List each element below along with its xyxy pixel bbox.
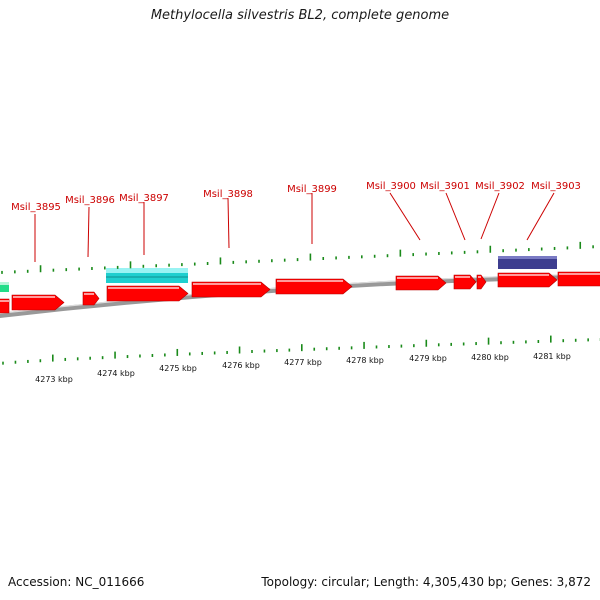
gene-label-msil-3901: Msil_3901 — [420, 181, 470, 192]
cds-arrow-1 — [0, 298, 10, 314]
accession-label: Accession: NC_011666 — [8, 575, 145, 589]
gene-label-msil-3899: Msil_3899 — [287, 184, 337, 195]
gene-label-msil-3900: Msil_3900 — [366, 181, 416, 192]
scale-label-4274: 4274 kbp — [97, 369, 135, 378]
gene-label-msil-3896: Msil_3896 — [65, 195, 115, 206]
cds-arrow-8 — [453, 274, 477, 290]
scale-tick-row — [2, 335, 600, 365]
gene-label-msil-3898: Msil_3898 — [203, 189, 253, 200]
scale-label-group: 4273 kbp 4274 kbp 4275 kbp 4276 kbp 4277… — [35, 352, 571, 384]
scale-label-4277: 4277 kbp — [284, 358, 322, 367]
cds-arrow-9 — [476, 274, 487, 290]
cds-arrow-4 — [106, 285, 189, 302]
upper-tick-row — [1, 241, 594, 274]
scale-label-4281: 4281 kbp — [533, 352, 571, 361]
cds-arrow-2 — [11, 294, 65, 311]
scale-label-4276: 4276 kbp — [222, 361, 260, 370]
gene-label-group: Msil_3895 Msil_3896 Msil_3897 Msil_3898 … — [11, 181, 581, 262]
cds-arrow-5 — [191, 281, 271, 298]
cds-arrow-3 — [82, 291, 100, 306]
genome-summary: Topology: circular; Length: 4,305,430 bp… — [261, 575, 591, 589]
scale-label-4275: 4275 kbp — [159, 364, 197, 373]
genome-title: Methylocella silvestris BL2, complete ge… — [150, 8, 450, 23]
cds-arrow-10 — [497, 272, 558, 288]
rna-feature-cyan — [106, 268, 188, 283]
scale-label-4280: 4280 kbp — [471, 353, 509, 362]
gene-label-msil-3895: Msil_3895 — [11, 202, 61, 213]
cds-arrow-7 — [395, 275, 447, 291]
misc-feature — [498, 256, 557, 269]
gene-label-msil-3903: Msil_3903 — [531, 181, 581, 192]
scale-label-4273: 4273 kbp — [35, 375, 73, 384]
cds-arrow-6 — [275, 278, 353, 295]
cds-arrow-11 — [557, 271, 600, 287]
scale-label-4278: 4278 kbp — [346, 356, 384, 365]
gene-label-msil-3902: Msil_3902 — [475, 181, 525, 192]
green-feature — [0, 282, 9, 292]
gene-label-msil-3897: Msil_3897 — [119, 193, 169, 204]
cds-features — [0, 271, 600, 314]
scale-label-4279: 4279 kbp — [409, 354, 447, 363]
